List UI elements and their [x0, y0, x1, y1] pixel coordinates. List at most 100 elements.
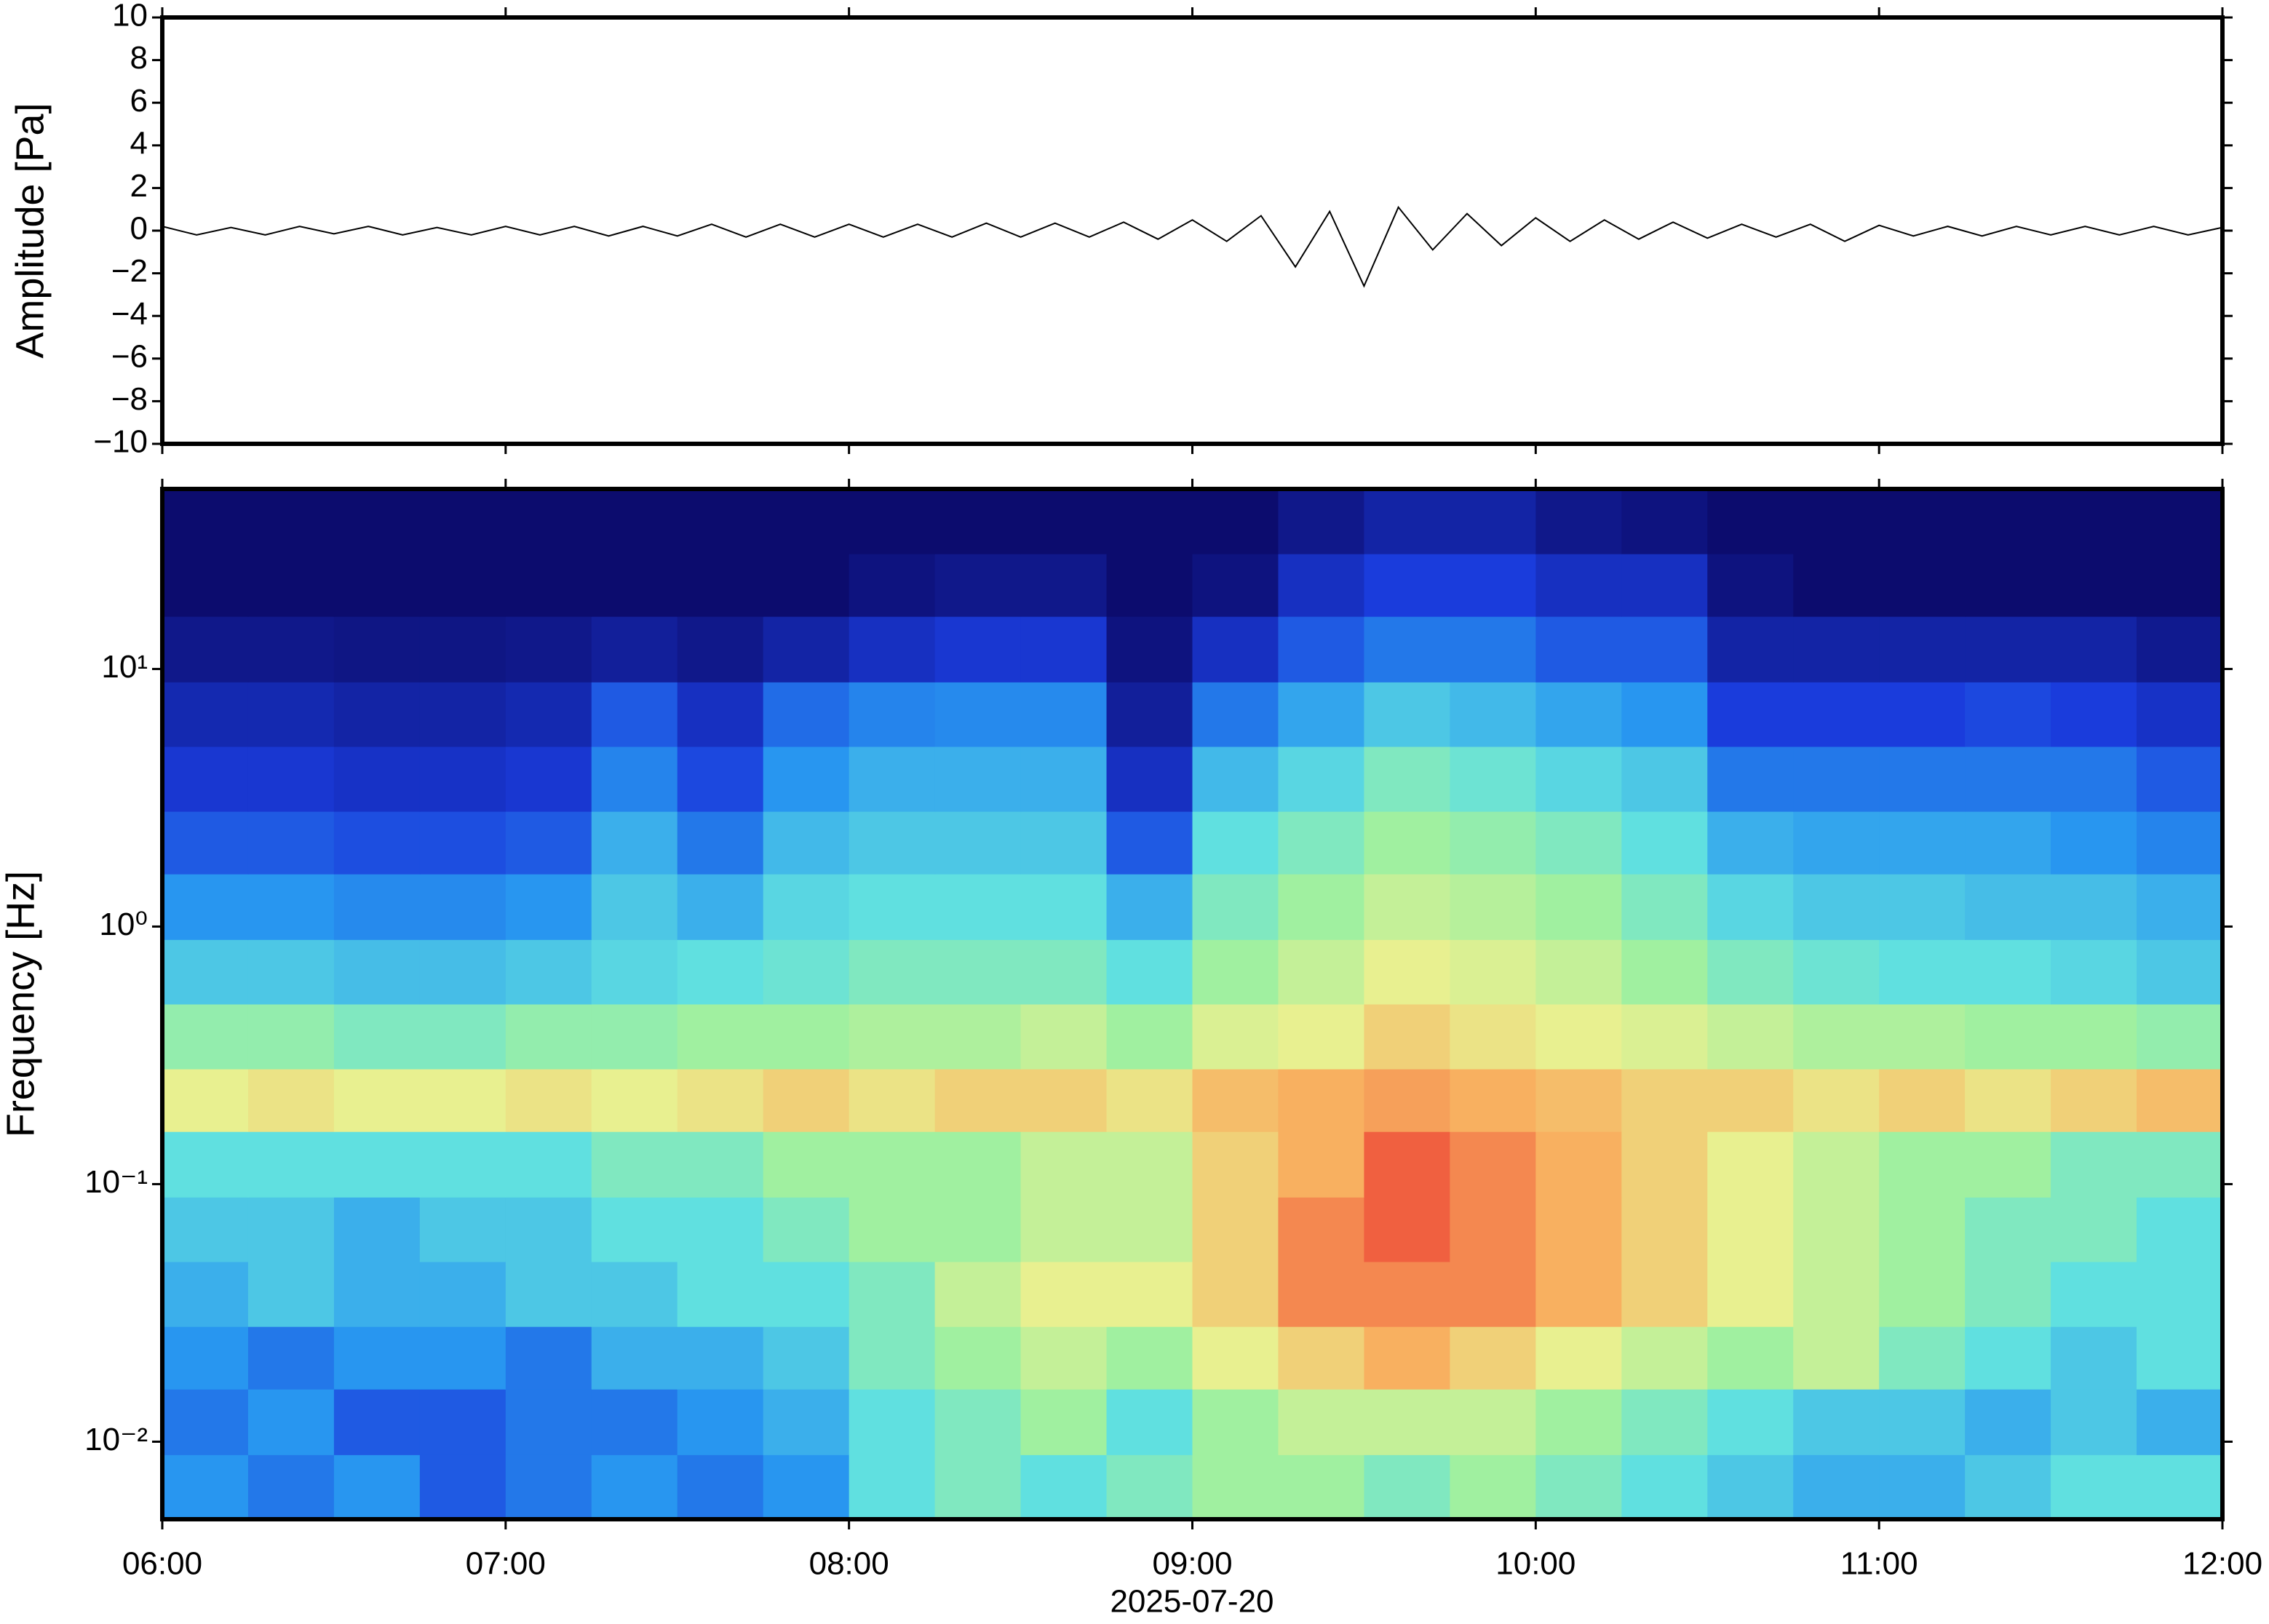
spectrogram-cell	[677, 682, 764, 747]
spectrogram-cell	[1106, 489, 1193, 554]
spectrogram-cell	[333, 1004, 421, 1070]
spectrogram-cell	[934, 489, 1022, 554]
spectrogram-cell	[505, 1326, 592, 1390]
spectrogram-cell	[419, 1326, 506, 1390]
spectrogram-cell	[2137, 939, 2223, 1005]
spectrogram-cell	[1192, 1389, 1279, 1455]
spectrogram-cell	[247, 1454, 335, 1520]
spectrogram-cell	[849, 616, 936, 682]
spectrogram-cell	[1707, 1131, 1794, 1198]
spectrogram-cell	[333, 811, 421, 875]
spectrogram-cell	[247, 554, 335, 617]
spectrogram-cell	[1106, 1197, 1193, 1262]
spectrogram-cell	[1621, 616, 1708, 682]
spectrogram-cell	[1106, 1262, 1193, 1327]
x-tick-label: 08:00	[809, 1546, 889, 1582]
spectrogram-cell	[849, 939, 936, 1005]
spectrogram-cell	[1965, 1262, 2051, 1327]
y-axis-label: Amplitude [Pa]	[8, 103, 52, 358]
spectrogram-cell	[1965, 1131, 2051, 1198]
spectrogram-cell	[1020, 616, 1108, 682]
spectrogram-cell	[763, 939, 850, 1005]
spectrogram-cell	[2137, 1262, 2223, 1327]
spectrogram-cell	[1707, 1069, 1794, 1132]
spectrogram-cell	[1278, 1069, 1364, 1132]
spectrogram-cell	[1278, 1262, 1364, 1327]
spectrogram-cell	[2137, 1131, 2223, 1198]
spectrogram-cell	[1535, 616, 1622, 682]
spectrogram-cell	[333, 1389, 421, 1455]
spectrogram-cell	[419, 1389, 506, 1455]
spectrogram-cell	[1965, 1069, 2051, 1132]
spectrogram-cell	[333, 1197, 421, 1262]
spectrogram-cell	[333, 939, 421, 1005]
spectrogram-cell	[849, 1389, 936, 1455]
spectrogram-cell	[505, 939, 592, 1005]
spectrogram-cell	[1965, 1389, 2051, 1455]
spectrogram-cell	[2137, 682, 2223, 747]
y-tick-label: 10⁻²	[84, 1422, 148, 1457]
spectrogram-cell	[934, 1262, 1022, 1327]
spectrogram-cell	[1793, 939, 1880, 1005]
spectrogram-cell	[934, 811, 1022, 875]
spectrogram-cell	[1192, 1131, 1279, 1198]
spectrogram-cell	[1535, 874, 1622, 940]
spectrogram-cell	[1879, 1131, 1966, 1198]
spectrogram-cell	[1621, 554, 1708, 617]
spectrogram-cell	[1879, 939, 1966, 1005]
spectrogram-cell	[1535, 1131, 1622, 1198]
spectrogram-cell	[1793, 874, 1880, 940]
spectrogram-cell	[1450, 1326, 1536, 1390]
spectrogram-cell	[1364, 554, 1450, 617]
spectrogram-cell	[1450, 1262, 1536, 1327]
spectrogram-cell	[591, 682, 678, 747]
spectrogram-cell	[162, 489, 249, 554]
spectrogram-cell	[1192, 616, 1279, 682]
spectrogram-cell	[849, 1454, 936, 1520]
spectrogram-cell	[2137, 1197, 2223, 1262]
spectrogram-cell	[1192, 1262, 1279, 1327]
spectrogram-cell	[1707, 1262, 1794, 1327]
spectrogram-cell	[763, 1326, 850, 1390]
spectrogram-cell	[2051, 1004, 2137, 1070]
y-axis-label: Frequency [Hz]	[0, 871, 42, 1137]
spectrogram-cell	[1793, 1454, 1880, 1520]
spectrogram-cell	[591, 554, 678, 617]
spectrogram-cell	[591, 616, 678, 682]
spectrogram-cell	[1707, 1389, 1794, 1455]
spectrogram-cell	[677, 1131, 764, 1198]
spectrogram-cell	[162, 1262, 249, 1327]
spectrogram-cell	[763, 1262, 850, 1327]
spectrogram-cell	[162, 1069, 249, 1132]
spectrogram-cell	[2051, 1454, 2137, 1520]
spectrogram-cell	[1364, 1454, 1450, 1520]
y-tick-label: 10	[112, 0, 148, 33]
spectrogram-cell	[162, 616, 249, 682]
spectrogram-cell	[2051, 682, 2137, 747]
spectrogram-cell	[677, 811, 764, 875]
spectrogram-cell	[849, 1069, 936, 1132]
spectrogram-cell	[1879, 1197, 1966, 1262]
spectrogram-cell	[1364, 1389, 1450, 1455]
spectrogram-cell	[591, 1004, 678, 1070]
y-tick-label: 6	[130, 83, 148, 119]
spectrogram-cell	[419, 616, 506, 682]
spectrogram-cell	[1621, 1262, 1708, 1327]
spectrogram-cell	[333, 682, 421, 747]
spectrogram-cell	[934, 939, 1022, 1005]
spectrogram-cell	[934, 1197, 1022, 1262]
spectrogram-cell	[1278, 1326, 1364, 1390]
spectrogram-cell	[333, 616, 421, 682]
spectrogram-cell	[1535, 682, 1622, 747]
spectrogram-cell	[934, 616, 1022, 682]
spectrogram-cell	[763, 616, 850, 682]
spectrogram-cell	[934, 1131, 1022, 1198]
spectrogram-cell	[505, 1262, 592, 1327]
y-tick-label: 0	[130, 211, 148, 247]
spectrogram-cell	[1621, 1131, 1708, 1198]
spectrogram-cell	[591, 1389, 678, 1455]
spectrogram-cell	[162, 1389, 249, 1455]
spectrogram-cell	[1020, 1262, 1108, 1327]
spectrogram-cell	[1192, 1454, 1279, 1520]
